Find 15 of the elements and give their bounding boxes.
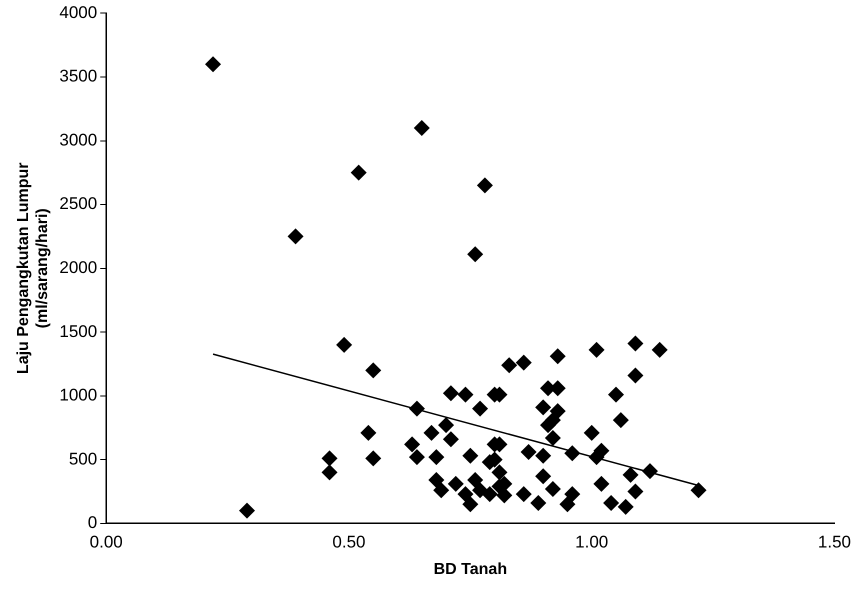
y-tick-label: 3500 bbox=[59, 66, 98, 86]
x-axis-title: BD Tanah bbox=[434, 560, 508, 578]
x-tick-label: 1.00 bbox=[575, 532, 608, 552]
y-tick-label: 1500 bbox=[59, 322, 98, 341]
x-tick-label: 0.00 bbox=[90, 532, 123, 552]
x-tick-label: 0.50 bbox=[332, 532, 366, 552]
y-tick-label: 0 bbox=[88, 513, 98, 532]
x-tick-label: 1.50 bbox=[818, 532, 852, 552]
y-tick-label: 1000 bbox=[59, 386, 98, 405]
y-tick-label: 500 bbox=[68, 449, 98, 468]
y-axis-title: Laju Pengangkutan Lumpur (ml/sarang/hari) bbox=[15, 162, 52, 374]
y-tick-label: 3000 bbox=[59, 130, 98, 150]
y-tick-label: 2000 bbox=[59, 258, 98, 277]
y-tick-label: 4000 bbox=[59, 2, 98, 22]
y-tick-label: 2500 bbox=[59, 194, 98, 214]
